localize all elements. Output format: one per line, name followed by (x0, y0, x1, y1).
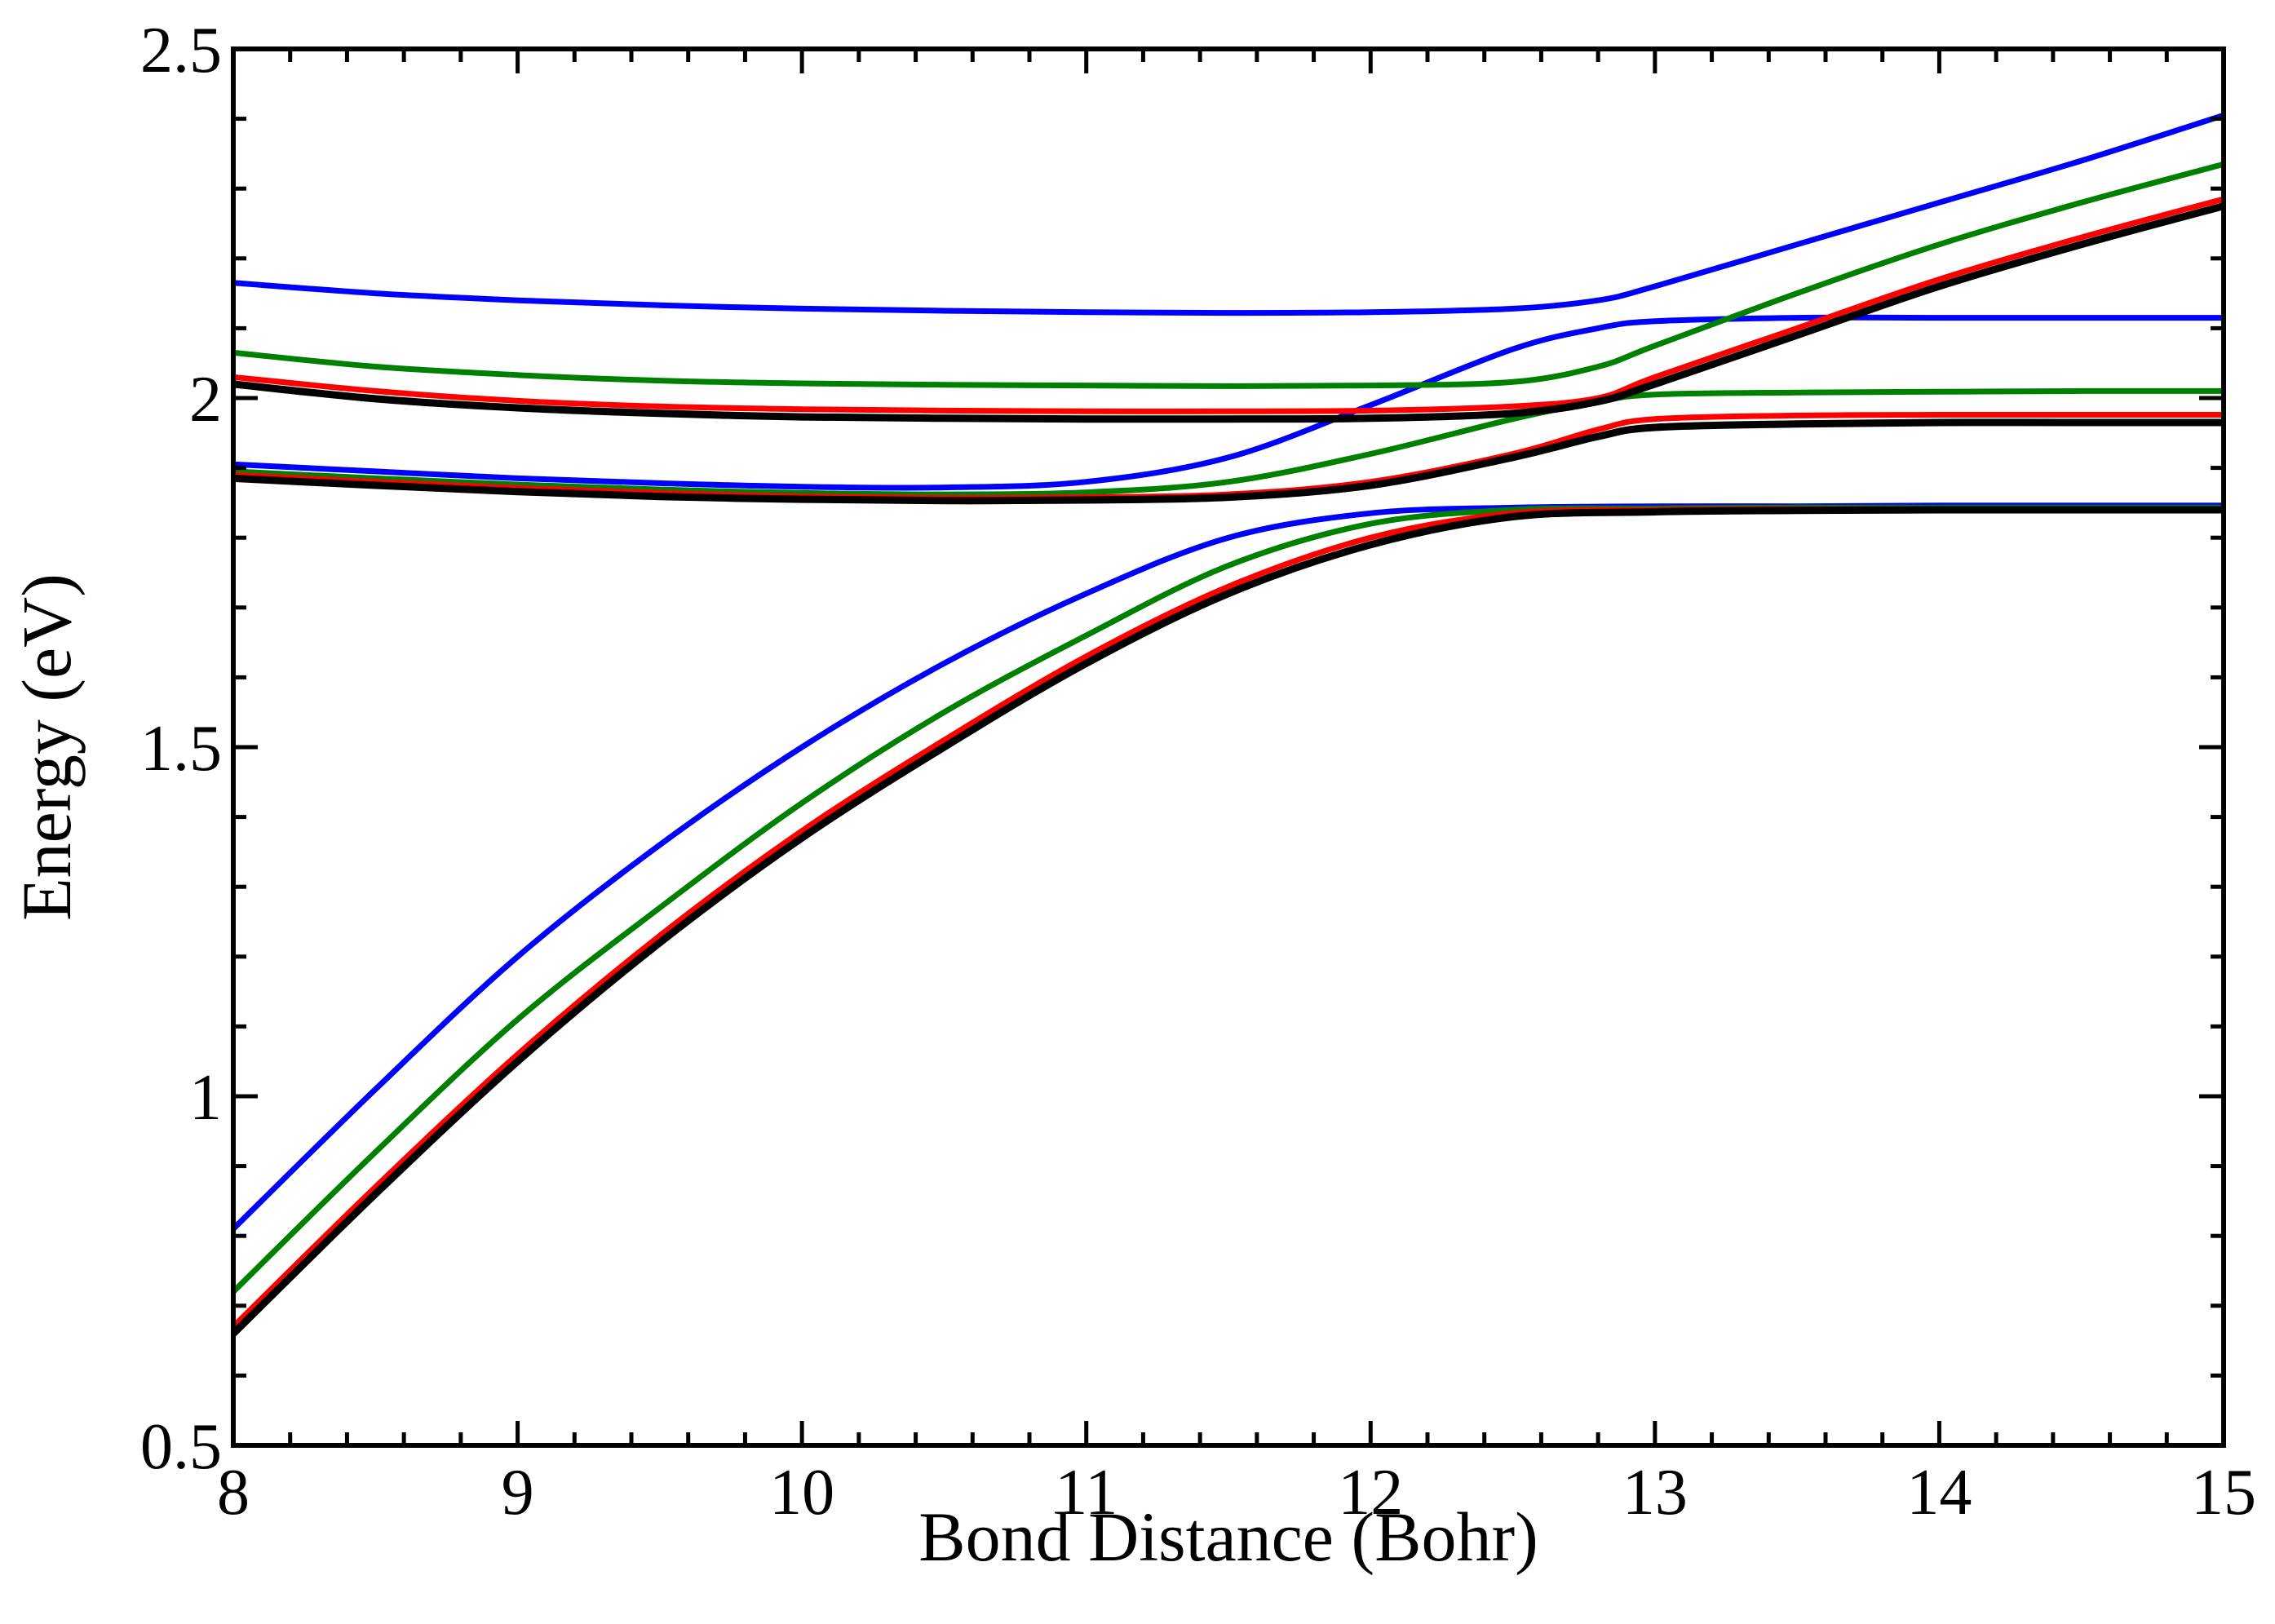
x-tick-label: 14 (1906, 1457, 1972, 1529)
series-line-black-lower (230, 506, 2224, 1337)
x-tick-label: 10 (769, 1457, 834, 1529)
series-line-black-middle (232, 418, 2224, 505)
series-line-green-middle (232, 387, 2224, 498)
x-tick-label: 9 (502, 1457, 534, 1529)
series-line-red-upper (232, 196, 2224, 414)
x-axis-title: Bond Distance (Bohr) (918, 1498, 1538, 1576)
y-tick-label: 0.5 (140, 1411, 222, 1483)
y-axis-title: Energy (eV) (7, 573, 86, 921)
y-tick-label: 1 (189, 1062, 222, 1134)
x-tick-label: 8 (217, 1457, 250, 1529)
series-line-green-lower (231, 504, 2224, 1294)
x-tick-label: 13 (1622, 1457, 1688, 1529)
y-tick-label: 2 (189, 364, 222, 436)
x-tick-label: 12 (1338, 1457, 1403, 1529)
x-tick-label: 15 (2191, 1457, 2256, 1529)
series-line-black-upper (232, 202, 2225, 423)
y-tick-label: 2.5 (140, 15, 222, 86)
x-tick-label: 11 (1055, 1457, 1118, 1529)
series-line-blue-middle (232, 314, 2224, 491)
plot-frame (231, 46, 2226, 1448)
series-line-blue-upper (232, 112, 2225, 316)
plot-lines (230, 112, 2225, 1337)
series-line-red-lower (231, 506, 2224, 1329)
series-line-blue-lower (231, 502, 2224, 1232)
axis-ticks (231, 46, 2226, 1448)
tick-labels: 8 9 10 11 12 13 14 15 0.5 1 1.5 2 2.5 (140, 15, 2256, 1529)
series-line-green-upper (232, 161, 2224, 389)
y-tick-label: 1.5 (140, 713, 222, 785)
